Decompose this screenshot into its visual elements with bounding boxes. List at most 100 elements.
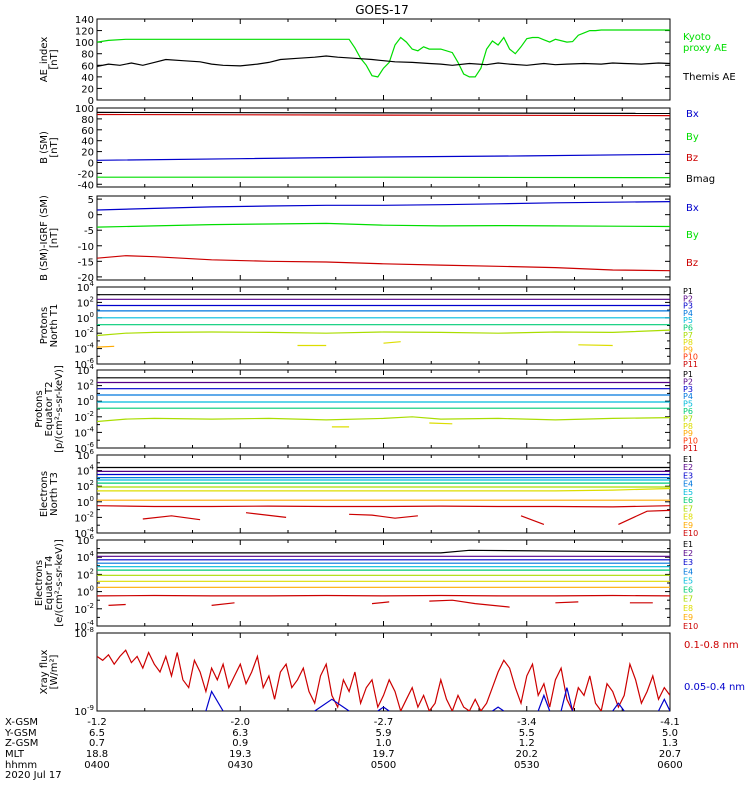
legend-entry: Bz <box>686 153 698 164</box>
x-tick-value: 5.0 <box>662 728 678 739</box>
y-tick-label: 10-4 <box>74 342 94 356</box>
legend-entry: E3 <box>683 558 693 567</box>
legend-entry: Themis AE <box>682 72 736 83</box>
series-e10-line <box>97 505 670 508</box>
legend-entry: P11 <box>683 444 698 453</box>
x-tick-value: 0400 <box>84 760 109 771</box>
y-tick-label: 10-2 <box>74 510 94 524</box>
series-group <box>97 111 670 179</box>
y-tick-label: 100 <box>77 585 94 599</box>
y-tick-label: 0 <box>88 96 94 107</box>
series-e10-segment <box>245 512 287 518</box>
legend-entry: P3 <box>683 385 693 394</box>
y-tick-label: 140 <box>75 15 94 26</box>
series-p7-line <box>97 329 670 337</box>
y-tick-label: 60 <box>81 126 94 137</box>
series-0-05-0-4-nm-segment <box>560 687 574 711</box>
y-tick-label: 102 <box>77 379 94 393</box>
y-axis-label: Electrons <box>39 471 50 517</box>
series-e10-segment <box>211 602 235 606</box>
panel-xray: 10-9 10-8 Xray flux [W/m²] 0.1-0.8 nm 0.05-0.… <box>39 626 745 718</box>
y-tick-label: 60 <box>81 61 94 72</box>
panel-frame <box>96 369 671 449</box>
y-tick-label: 104 <box>77 464 95 478</box>
y-axis-label: B (SM)-IGRF (SM) <box>39 195 50 281</box>
y-axis-label: [e/(cm²-s-sr-keV)] <box>54 539 65 627</box>
legend-entry: Bx <box>686 203 699 214</box>
x-tick-value: 1.2 <box>519 738 535 749</box>
legend-entry: E2 <box>683 463 693 472</box>
series-0-05-0-4-nm-segment <box>537 693 551 711</box>
y-tick-label: 100 <box>77 311 94 325</box>
legend-entry: P6 <box>683 407 693 416</box>
series-bz-line <box>97 255 670 272</box>
series-0-05-0-4-nm-segment <box>377 706 390 711</box>
legend-entry: E1 <box>683 455 693 464</box>
legend-entry: Kyoto <box>683 32 711 43</box>
figure-title: GOES-17 <box>355 3 409 17</box>
y-tick-label: 104 <box>77 363 95 377</box>
y-axis-label: Equator T4 <box>44 556 55 611</box>
panel-frame <box>96 195 671 281</box>
x-tick-value: 1.3 <box>662 738 678 749</box>
x-tick-value: 5.9 <box>376 728 392 739</box>
y-tick-label: 102 <box>77 567 94 581</box>
y-axis-label: [nT] <box>49 49 60 69</box>
legend-entry: P5 <box>683 316 693 325</box>
series-p9-segment <box>97 345 115 348</box>
legend-entry: E9 <box>683 613 693 622</box>
x-tick-value: -4.1 <box>660 717 680 728</box>
y-tick-label: 5 <box>88 195 94 206</box>
series-e10-segment <box>349 513 418 519</box>
x-tick-value: 1.0 <box>376 738 392 749</box>
y-tick-label: 10-4 <box>74 425 94 439</box>
y-axis-label: B (SM) <box>39 131 50 164</box>
y-tick-label: -15 <box>78 257 94 268</box>
x-tick-value: 5.5 <box>519 728 535 739</box>
legend-entry: P9 <box>683 345 693 354</box>
legend-entry: P10 <box>683 437 698 446</box>
y-axis-label: Equator T2 <box>44 382 55 437</box>
legend-entry: E7 <box>683 504 693 513</box>
series-group <box>97 377 670 428</box>
y-tick-label: -20 <box>78 273 94 284</box>
legend-entry: 0.1-0.8 nm <box>684 640 739 651</box>
x-tick-value: 0.7 <box>89 738 105 749</box>
x-tick-value: 6.5 <box>89 728 105 739</box>
series-e10-segment <box>429 599 510 608</box>
series-themis-ae-line <box>97 55 670 67</box>
series-group <box>97 29 670 78</box>
y-tick-label: 0 <box>88 158 94 169</box>
series-bz-line <box>97 113 670 117</box>
y-tick-label: 106 <box>77 448 95 462</box>
y-axis-label: Xray flux <box>39 650 50 695</box>
legend-entry: P8 <box>683 338 693 347</box>
series-e1-line <box>97 549 670 554</box>
panel-frame <box>96 286 671 365</box>
y-axis-label: North T1 <box>49 304 60 348</box>
legend-entry: 0.05-0.4 nm <box>684 682 745 693</box>
legend-entry: E9 <box>683 521 693 530</box>
y-tick-label: 106 <box>77 533 95 547</box>
legend-entry: P9 <box>683 429 693 438</box>
x-tick-value: 0.9 <box>232 738 248 749</box>
x-tick-value: -2.0 <box>230 717 250 728</box>
legend-entry: P5 <box>683 400 693 409</box>
x-tick-value: 18.8 <box>86 749 108 760</box>
series-kyoto-proxy-ae-line <box>97 29 670 78</box>
legend-entry: By <box>686 132 699 143</box>
y-tick-label: -5 <box>84 226 94 237</box>
y-axis-label: [nT] <box>49 228 60 248</box>
y-tick-label: 102 <box>77 295 94 309</box>
x-row-label: Z-GSM <box>5 738 38 749</box>
legend-entry: P4 <box>683 309 693 318</box>
x-tick-value: -3.4 <box>517 717 537 728</box>
series-bx-line <box>97 153 670 161</box>
legend-entry: By <box>686 230 699 241</box>
y-axis-label: AE_index <box>39 37 50 83</box>
legend-entry: Bz <box>686 258 698 269</box>
